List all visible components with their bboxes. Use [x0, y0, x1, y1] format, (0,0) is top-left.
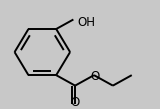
Text: OH: OH	[77, 16, 95, 29]
Text: O: O	[90, 70, 100, 83]
Text: O: O	[70, 96, 80, 109]
